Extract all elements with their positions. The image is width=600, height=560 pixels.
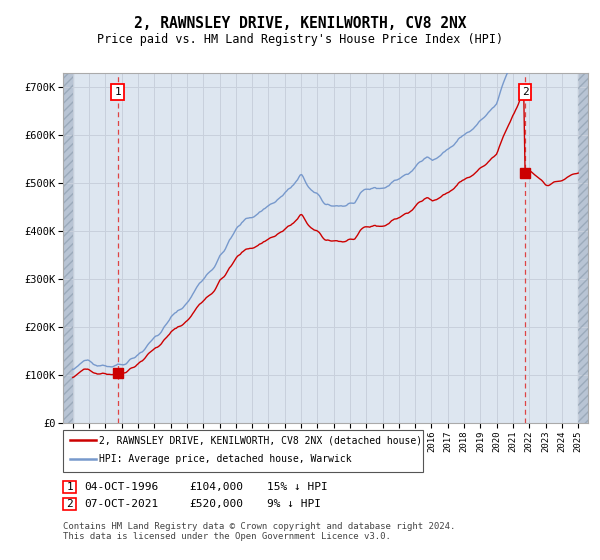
Bar (63, 73, 73, 423)
Text: £520,000: £520,000 (189, 499, 243, 509)
Bar (63, 73, 73, 423)
Bar (578, 73, 588, 423)
Text: 2, RAWNSLEY DRIVE, KENILWORTH, CV8 2NX: 2, RAWNSLEY DRIVE, KENILWORTH, CV8 2NX (134, 16, 466, 31)
Text: HPI: Average price, detached house, Warwick: HPI: Average price, detached house, Warw… (99, 454, 352, 464)
Text: 04-OCT-1996: 04-OCT-1996 (84, 482, 158, 492)
Text: 2: 2 (66, 499, 73, 509)
Text: 9% ↓ HPI: 9% ↓ HPI (267, 499, 321, 509)
Text: 2, RAWNSLEY DRIVE, KENILWORTH, CV8 2NX (detached house): 2, RAWNSLEY DRIVE, KENILWORTH, CV8 2NX (… (99, 435, 422, 445)
Text: 07-OCT-2021: 07-OCT-2021 (84, 499, 158, 509)
Text: Contains HM Land Registry data © Crown copyright and database right 2024.
This d: Contains HM Land Registry data © Crown c… (63, 522, 455, 542)
Text: 1: 1 (114, 87, 121, 97)
Text: 1: 1 (66, 482, 73, 492)
Text: 2: 2 (522, 87, 529, 97)
Text: £104,000: £104,000 (189, 482, 243, 492)
Text: 15% ↓ HPI: 15% ↓ HPI (267, 482, 328, 492)
Bar (578, 73, 588, 423)
Text: Price paid vs. HM Land Registry's House Price Index (HPI): Price paid vs. HM Land Registry's House … (97, 32, 503, 46)
